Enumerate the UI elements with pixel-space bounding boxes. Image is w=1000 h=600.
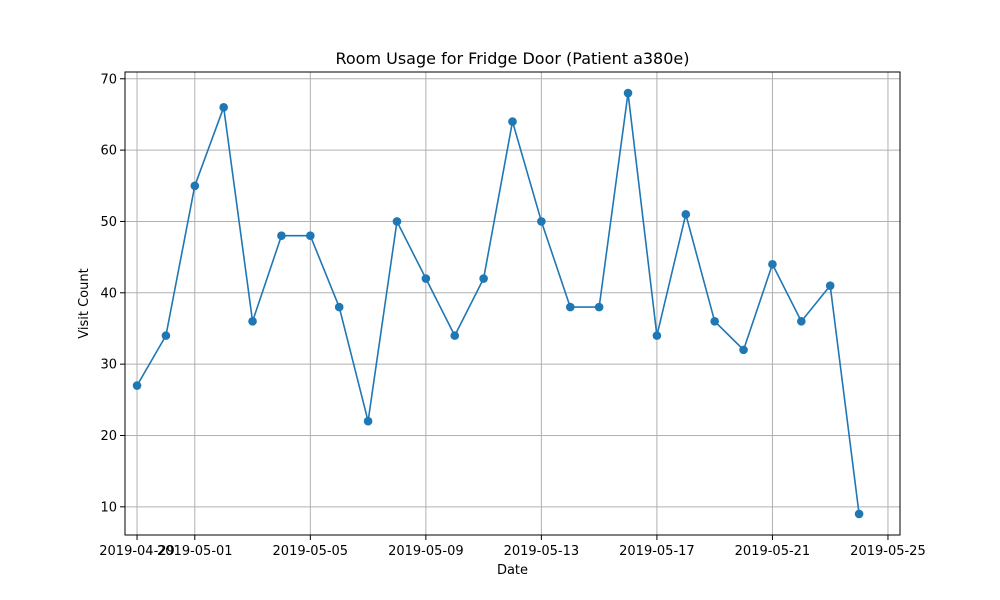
- y-tick-label: 70: [100, 72, 117, 87]
- x-tick-label: 2019-05-01: [157, 544, 233, 559]
- x-tick-label: 2019-05-17: [619, 544, 695, 559]
- y-tick-label: 60: [100, 144, 117, 159]
- y-axis-ticks: 10 20 30 40 50 60 70: [100, 72, 125, 515]
- series-visit-count: [132, 88, 864, 519]
- data-point-2019-04-29: [132, 381, 142, 390]
- data-point-2019-05-01: [190, 181, 200, 191]
- data-point-2019-05-19: [710, 317, 719, 326]
- data-point-2019-05-16: [623, 88, 633, 98]
- data-point-2019-05-12: [508, 117, 517, 126]
- x-tick-label: 2019-04-29: [99, 544, 175, 559]
- plot-area-frame: [124, 71, 901, 536]
- data-point-2019-05-24: [854, 509, 864, 519]
- y-tick-label: 50: [100, 215, 117, 230]
- data-point-2019-05-20: [739, 345, 748, 355]
- x-tick-label: 2019-05-09: [388, 544, 464, 559]
- data-point-2019-05-18: [681, 210, 691, 219]
- data-point-2019-05-08: [392, 217, 402, 226]
- data-point-2019-05-02: [219, 103, 228, 112]
- data-point-2019-05-10: [450, 331, 460, 340]
- data-point-2019-05-09: [421, 274, 431, 283]
- x-axis-label: Date: [497, 563, 528, 578]
- data-point-2019-05-11: [479, 274, 488, 283]
- data-point-2019-04-30: [161, 331, 171, 340]
- x-tick-label: 2019-05-25: [850, 544, 926, 559]
- data-point-2019-05-13: [537, 217, 546, 226]
- chart-title: Room Usage for Fridge Door (Patient a380…: [335, 49, 689, 68]
- data-point-2019-05-07: [363, 416, 373, 426]
- data-point-2019-05-04: [277, 231, 286, 241]
- data-point-2019-05-21: [768, 259, 777, 269]
- grid: [125, 72, 900, 535]
- data-point-2019-05-06: [334, 302, 344, 312]
- data-point-2019-05-23: [825, 281, 835, 290]
- series-line: [136, 92, 860, 515]
- data-point-2019-05-03: [248, 317, 257, 326]
- data-point-2019-05-05: [306, 231, 315, 241]
- data-point-2019-05-22: [797, 317, 806, 326]
- data-point-2019-05-15: [594, 302, 604, 312]
- y-tick-label: 40: [100, 286, 117, 301]
- x-tick-label: 2019-05-21: [735, 544, 811, 559]
- data-point-2019-05-14: [565, 302, 575, 312]
- y-tick-label: 10: [100, 500, 117, 515]
- y-tick-label: 20: [100, 429, 117, 444]
- data-point-2019-05-17: [652, 331, 662, 340]
- y-tick-label: 30: [100, 358, 117, 373]
- y-axis-label: Visit Count: [77, 268, 92, 338]
- x-tick-label: 2019-05-13: [504, 544, 580, 559]
- x-tick-label: 2019-05-05: [273, 544, 349, 559]
